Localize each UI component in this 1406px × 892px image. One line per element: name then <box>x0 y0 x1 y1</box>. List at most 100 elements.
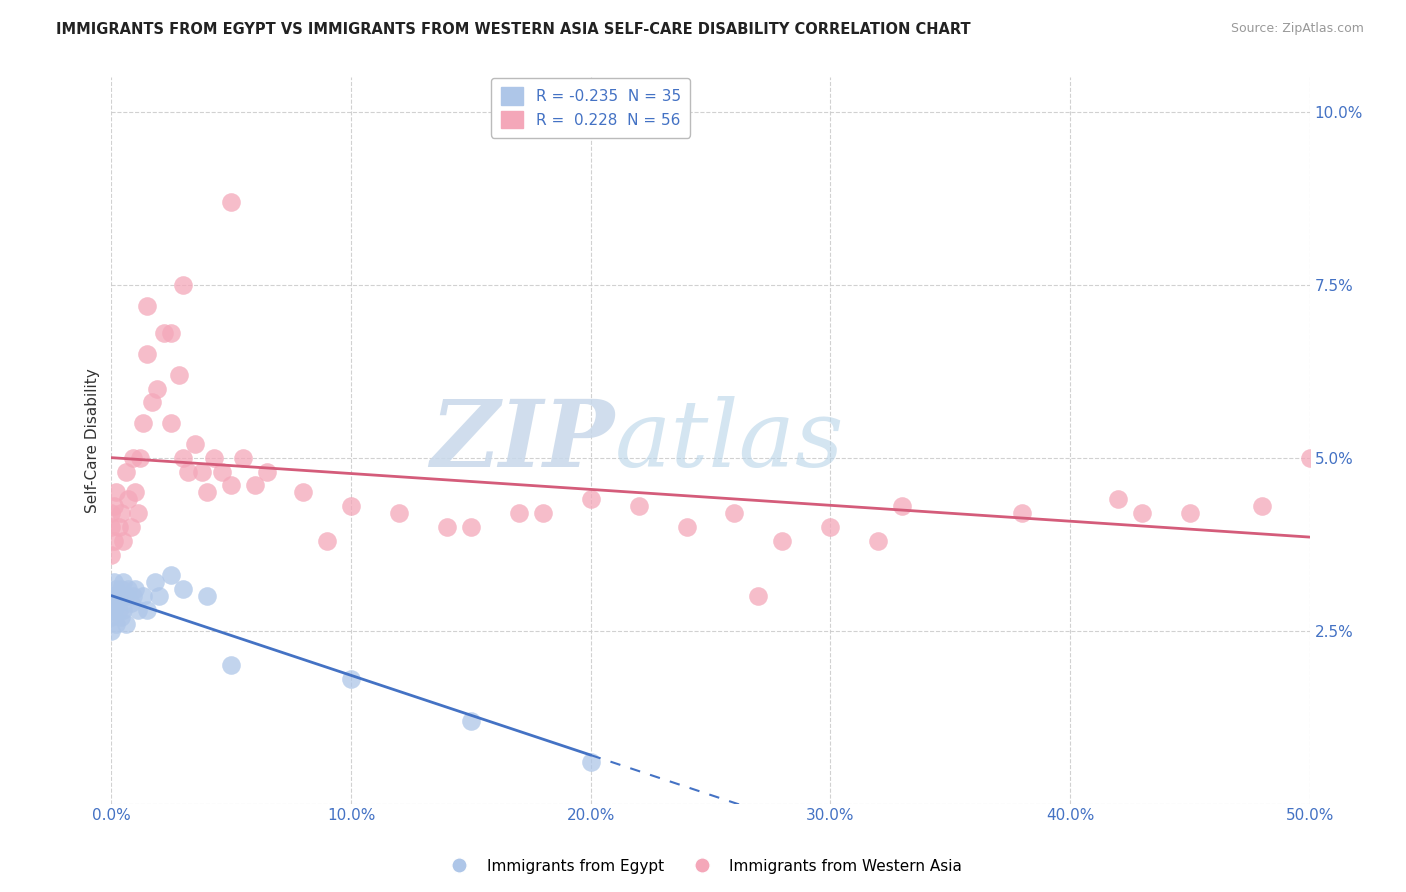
Point <box>112 575 135 590</box>
Legend: Immigrants from Egypt, Immigrants from Western Asia: Immigrants from Egypt, Immigrants from W… <box>437 853 969 880</box>
Point <box>105 582 128 597</box>
Point <box>1250 500 1272 514</box>
Point <box>114 589 136 603</box>
Point <box>160 326 183 341</box>
Point <box>100 548 122 562</box>
Point <box>388 506 411 520</box>
Y-axis label: Self-Care Disability: Self-Care Disability <box>86 368 100 513</box>
Point <box>316 533 339 548</box>
Point <box>770 533 793 548</box>
Point <box>1011 506 1033 520</box>
Point <box>211 465 233 479</box>
Point <box>131 416 153 430</box>
Point <box>127 603 149 617</box>
Point <box>172 450 194 465</box>
Point <box>627 500 650 514</box>
Point <box>110 610 132 624</box>
Point <box>136 603 159 617</box>
Point <box>191 465 214 479</box>
Point <box>219 478 242 492</box>
Point <box>120 596 142 610</box>
Point <box>1178 506 1201 520</box>
Point <box>219 194 242 209</box>
Point <box>146 382 169 396</box>
Point <box>195 485 218 500</box>
Point <box>891 500 914 514</box>
Point <box>120 520 142 534</box>
Point <box>100 610 122 624</box>
Point <box>110 582 132 597</box>
Point <box>124 485 146 500</box>
Point <box>340 500 363 514</box>
Point <box>245 478 267 492</box>
Point <box>103 533 125 548</box>
Point <box>105 596 128 610</box>
Point <box>160 568 183 582</box>
Point <box>100 520 122 534</box>
Point <box>340 672 363 686</box>
Point <box>195 589 218 603</box>
Point <box>110 506 132 520</box>
Text: Source: ZipAtlas.com: Source: ZipAtlas.com <box>1230 22 1364 36</box>
Point <box>100 506 122 520</box>
Point <box>747 589 769 603</box>
Point <box>100 596 122 610</box>
Point <box>143 575 166 590</box>
Point <box>675 520 697 534</box>
Point <box>219 658 242 673</box>
Point <box>122 450 145 465</box>
Point <box>1107 492 1129 507</box>
Text: ZIP: ZIP <box>430 395 614 485</box>
Point <box>723 506 745 520</box>
Point <box>204 450 226 465</box>
Point <box>141 395 163 409</box>
Point <box>117 582 139 597</box>
Point <box>148 589 170 603</box>
Point <box>579 492 602 507</box>
Point <box>112 603 135 617</box>
Point <box>1130 506 1153 520</box>
Point <box>114 616 136 631</box>
Point <box>100 589 122 603</box>
Point <box>167 368 190 382</box>
Point <box>103 603 125 617</box>
Point <box>172 277 194 292</box>
Legend: R = -0.235  N = 35, R =  0.228  N = 56: R = -0.235 N = 35, R = 0.228 N = 56 <box>492 78 690 137</box>
Point <box>531 506 554 520</box>
Point <box>508 506 530 520</box>
Point <box>256 465 278 479</box>
Point <box>868 533 890 548</box>
Point <box>107 589 129 603</box>
Point <box>100 624 122 638</box>
Point <box>436 520 458 534</box>
Point <box>177 465 200 479</box>
Point <box>1298 450 1320 465</box>
Point <box>103 589 125 603</box>
Point <box>184 437 207 451</box>
Point <box>105 485 128 500</box>
Text: atlas: atlas <box>614 395 844 485</box>
Point <box>820 520 842 534</box>
Point <box>292 485 315 500</box>
Point <box>136 347 159 361</box>
Text: IMMIGRANTS FROM EGYPT VS IMMIGRANTS FROM WESTERN ASIA SELF-CARE DISABILITY CORRE: IMMIGRANTS FROM EGYPT VS IMMIGRANTS FROM… <box>56 22 972 37</box>
Point <box>107 603 129 617</box>
Point <box>105 616 128 631</box>
Point <box>131 589 153 603</box>
Point <box>103 500 125 514</box>
Point <box>232 450 254 465</box>
Point <box>107 520 129 534</box>
Point <box>136 299 159 313</box>
Point <box>460 714 482 728</box>
Point <box>122 589 145 603</box>
Point <box>112 533 135 548</box>
Point <box>127 506 149 520</box>
Point <box>103 575 125 590</box>
Point <box>129 450 152 465</box>
Point <box>460 520 482 534</box>
Point <box>160 416 183 430</box>
Point <box>124 582 146 597</box>
Point <box>114 465 136 479</box>
Point <box>100 603 122 617</box>
Point <box>172 582 194 597</box>
